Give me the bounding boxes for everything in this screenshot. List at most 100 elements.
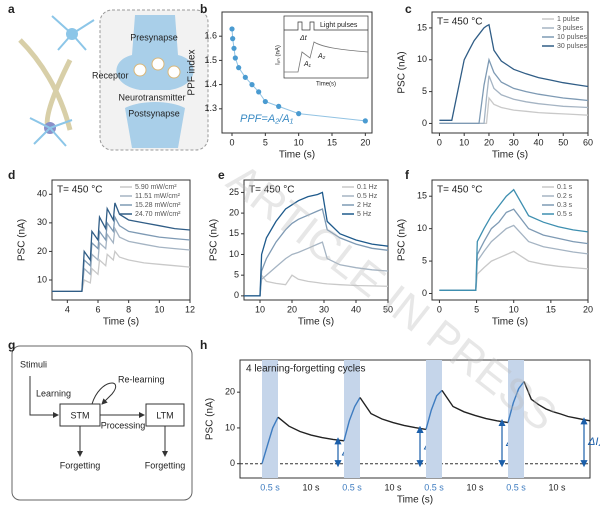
series-line [439, 224, 589, 291]
segment-label: 0.5 s [424, 482, 444, 492]
y-axis-label: PSC (nA) [205, 398, 216, 440]
annotation: T= 450 °C [249, 185, 294, 196]
inset-pulses [284, 21, 368, 31]
annotation: T= 450 °C [437, 17, 482, 28]
x-tick-label: 50 [383, 304, 393, 314]
y-tick-label: 25 [229, 187, 239, 197]
y-tick-label: 0 [422, 288, 427, 298]
label: Neurotransmitter [118, 92, 185, 102]
x-tick-label: 12 [185, 304, 195, 314]
legend-label: 5 Hz [357, 211, 372, 218]
x-tick-label: 10 [294, 137, 304, 147]
label: Receptor [92, 70, 129, 80]
segment-line [277, 416, 345, 442]
y-tick-label: 10 [225, 422, 235, 432]
x-axis-label: Time (s) [298, 317, 334, 328]
y-tick-label: 5 [234, 270, 239, 280]
learning-shade [344, 360, 360, 478]
legend-label: 0.5 s [557, 211, 573, 218]
x-tick-label: 6 [95, 304, 100, 314]
series-line [244, 208, 389, 297]
y-tick-label: 15 [417, 22, 427, 32]
learning-shade [426, 360, 442, 478]
legend-label: 10 pulses [557, 34, 587, 41]
segment-line [359, 397, 427, 431]
plot-frame [239, 359, 591, 479]
memory-diagram [11, 345, 193, 501]
segment-label: 0.5 s [260, 482, 280, 492]
y-tick-label: 15 [229, 228, 239, 238]
y-tick-label: 15 [417, 191, 427, 201]
learning-shade [262, 360, 278, 478]
y-axis-label: PSC (nA) [17, 219, 28, 261]
legend-label: 0.1 Hz [357, 184, 378, 191]
series-line [439, 96, 589, 125]
x-tick-label: 10 [154, 304, 164, 314]
point [236, 65, 242, 71]
series-line [244, 273, 389, 297]
label: Forgetting [60, 460, 101, 470]
point [362, 118, 368, 124]
point [230, 36, 236, 42]
x-tick-label: 0 [437, 304, 442, 314]
segment-label: 0.5 s [342, 482, 362, 492]
x-tick-label: 60 [583, 137, 593, 147]
point [229, 26, 235, 32]
x-tick-label: 5 [263, 137, 268, 147]
point [232, 55, 238, 61]
series-line [439, 208, 589, 291]
segment-label: 10 s [384, 482, 402, 492]
postsynapse-shape [125, 102, 185, 148]
x-tick-label: 4 [65, 304, 70, 314]
dendrites [29, 117, 73, 147]
series-line [439, 188, 589, 291]
segment-line [343, 397, 361, 441]
y-axis-label: PSC (nA) [209, 219, 220, 261]
legend-label: 0.5 Hz [357, 193, 378, 200]
label: STM [71, 410, 90, 420]
x-tick-label: 0 [437, 137, 442, 147]
segment-line [523, 381, 591, 422]
legend-label: 1 pulse [557, 16, 580, 23]
legend-label: 15.28 mW/cm² [135, 202, 181, 209]
segment-line [441, 390, 509, 424]
panel-label: f [405, 168, 410, 182]
vesicle [167, 65, 181, 79]
x-axis-label: Time (s) [492, 317, 528, 328]
series-line [439, 57, 589, 125]
legend-label: 0.3 s [557, 202, 573, 209]
x-axis-label: Time (s) [103, 317, 139, 328]
y-tick-label: 1.3 [204, 103, 217, 113]
vesicle [133, 63, 147, 77]
panel-label: a [8, 2, 15, 16]
plot-frame [431, 11, 589, 134]
y-axis-label: PSC (nA) [397, 219, 408, 261]
series-line [244, 241, 389, 297]
point [296, 111, 302, 117]
y-axis-label: PSC (nA) [397, 51, 408, 93]
point [276, 103, 282, 109]
inset-label: A₂ [317, 53, 326, 60]
panel-label: d [8, 168, 15, 182]
inset-label: Light pulses [320, 22, 358, 29]
panel-label: e [218, 168, 225, 182]
dendrites [51, 15, 95, 51]
annotation: 4 learning-forgetting cycles [246, 364, 366, 375]
label: Processing [101, 420, 146, 430]
y-tick-label: 1.4 [204, 79, 217, 89]
legend-label: 0.1 s [557, 184, 573, 191]
y-tick-label: 20 [229, 207, 239, 217]
axon [18, 38, 73, 131]
legend-label: 3 pulses [557, 25, 584, 32]
inset-response [284, 41, 369, 73]
x-tick-label: 10 [509, 304, 519, 314]
panel-label: h [200, 338, 207, 352]
annotation: T= 450 °C [437, 185, 482, 196]
y-axis-label: PPF index [187, 49, 198, 95]
y-tick-label: 0 [230, 458, 235, 468]
point [256, 89, 262, 95]
annotation: T= 450 °C [57, 185, 102, 196]
y-tick-label: 1.6 [204, 31, 217, 41]
segment-label: 10 s [302, 482, 320, 492]
